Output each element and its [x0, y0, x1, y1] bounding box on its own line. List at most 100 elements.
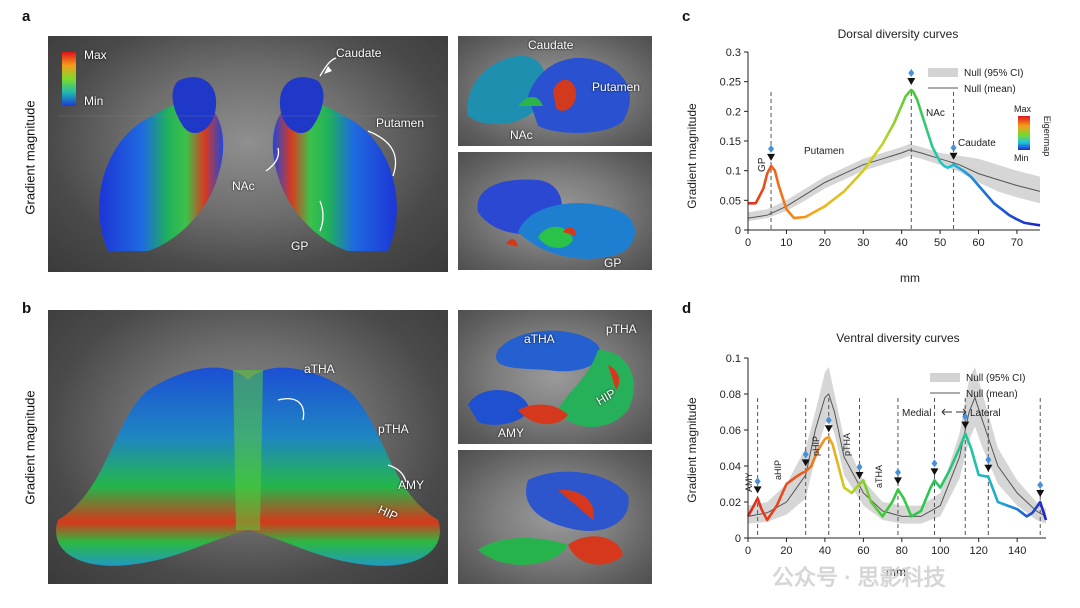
chart-c-annot-nac: NAc — [926, 108, 945, 119]
chart-d-annot-atha: aTHA — [874, 465, 884, 488]
thalamus-render — [56, 367, 440, 566]
label-ptha: pTHA — [378, 422, 409, 436]
label-top-nac: NAc — [510, 128, 533, 142]
c-ytick-label-0: 0 — [735, 225, 741, 237]
d-xtick-label-1: 20 — [780, 545, 792, 557]
chart-d-legend-mean: Null (mean) — [966, 389, 1018, 400]
chart-c-annot-putamen: Putamen — [804, 146, 844, 157]
label-bottom-gp: GP — [604, 256, 622, 270]
chart-d-title: Ventral diversity curves — [836, 331, 959, 345]
c-xtick-label-7: 70 — [1011, 237, 1023, 249]
chart-d-annot-ptha: pTHA — [842, 433, 852, 456]
c-peak-marker-0 — [767, 153, 776, 161]
chart-c: Dorsal diversity curves 0 10 20 30 40 50 60 70 0… — [685, 27, 1052, 285]
d-peak-marker-6 — [961, 421, 970, 429]
d-ytick-label-1: 0.02 — [720, 497, 741, 509]
c-ytick-label-6: 0.3 — [726, 47, 741, 59]
c-ytick-label-5: 0.25 — [720, 77, 741, 89]
c-ytick-label-4: 0.2 — [726, 106, 741, 118]
colorbar-a-min: Min — [84, 94, 104, 108]
d-peak-marker-7 — [984, 464, 993, 472]
c-eigenmap-line — [748, 88, 1041, 227]
striatum-render — [58, 57, 438, 251]
panel-b-top-render: aTHA pTHA AMY HIP — [458, 310, 652, 444]
c-null-ci-band — [748, 144, 1040, 222]
c-peak-diamond-1 — [908, 68, 915, 77]
panel-a-top-render: Caudate Putamen NAc — [458, 36, 652, 146]
d-ytick-label-5: 0.1 — [726, 353, 741, 365]
c-ytick-label-3: 0.15 — [720, 136, 741, 148]
d-peak-marker-3 — [855, 472, 864, 479]
label-top-atha: aTHA — [524, 332, 555, 346]
c-ytick-label-1: 0.05 — [720, 195, 741, 207]
chart-c-legend-ci: Null (95% CI) — [964, 68, 1023, 79]
c-xtick-label-4: 40 — [896, 237, 908, 249]
d-peak-diamond-1 — [802, 450, 809, 459]
chart-c-annot-caudate: Caudate — [958, 138, 996, 149]
d-eigenmap-line — [746, 432, 1048, 522]
label-nac: NAc — [232, 179, 255, 193]
label-top-amy: AMY — [498, 426, 525, 440]
chart-d-medial-lateral-arrows — [941, 408, 967, 416]
d-null-mean-line — [747, 393, 1047, 517]
c-ytick-label-2: 0.1 — [726, 166, 741, 178]
panel-a-bottom-render: GP — [458, 152, 652, 270]
chart-d-legend-ci: Null (95% CI) — [966, 373, 1025, 384]
panel-letter-d: d — [682, 300, 692, 317]
chart-c-legend: Null (95% CI) Null (mean) — [928, 68, 1023, 95]
colorbar-a — [62, 52, 76, 106]
panel-a-main-render: Max Min Caudate Putamen NAc GP — [48, 36, 448, 272]
chart-d-annot-phip: pHIP — [811, 436, 821, 456]
panel-b-main-render: aTHA pTHA AMY HIP — [48, 310, 448, 584]
chart-c-annot-gp: GP — [757, 157, 768, 172]
label-caudate: Caudate — [336, 46, 382, 60]
chart-c-colorbar-max: Max — [1014, 104, 1032, 114]
label-putamen: Putamen — [376, 116, 425, 130]
label-top-putamen: Putamen — [592, 80, 641, 94]
c-peak-diamond-0 — [768, 144, 775, 153]
d-ytick-label-4: 0.08 — [720, 389, 741, 401]
d-xtick-label-5: 100 — [931, 545, 949, 557]
chart-d-legend: Null (95% CI) Null (mean) — [930, 373, 1025, 400]
d-xtick-label-0: 0 — [745, 545, 751, 557]
chart-d-xlabel: mm — [886, 565, 906, 579]
chart-d: Ventral diversity curves 0 20 40 60 80 100 120… — [685, 331, 1048, 579]
label-atha: aTHA — [304, 362, 335, 376]
chart-c-xlabel: mm — [900, 271, 920, 285]
d-xtick-label-6: 120 — [970, 545, 988, 557]
d-peak-diamond-8 — [1037, 481, 1044, 489]
d-peak-marker-4 — [893, 477, 902, 485]
c-xtick-label-2: 20 — [819, 237, 831, 249]
c-null-mean-line — [747, 149, 1041, 219]
c-xtick-label-1: 10 — [780, 237, 792, 249]
d-ytick-label-0: 0 — [735, 533, 741, 545]
d-peak-diamond-4 — [894, 468, 901, 477]
watermark: 公众号 · 思影科技 — [772, 565, 946, 590]
d-xtick-label-7: 140 — [1008, 545, 1026, 557]
d-ytick-label-2: 0.04 — [720, 461, 741, 473]
chart-c-title: Dorsal diversity curves — [838, 27, 959, 41]
colorbar-a-max: Max — [84, 48, 107, 62]
c-xtick-label-6: 60 — [972, 237, 984, 249]
chart-d-annot-medial: Medial — [902, 408, 931, 419]
chart-c-colorbar-min: Min — [1014, 153, 1029, 163]
chart-c-ylabel: Gradient magnitude — [685, 103, 699, 209]
d-peak-diamond-0 — [754, 477, 761, 486]
panel-b-ylabel: Gradient magnitude — [22, 390, 38, 505]
d-ytick-label-3: 0.06 — [720, 425, 741, 437]
label-top-ptha: pTHA — [606, 322, 637, 336]
chart-c-legend-mean: Null (mean) — [964, 84, 1016, 95]
label-gp: GP — [291, 239, 309, 253]
d-peak-marker-0 — [753, 486, 762, 494]
chart-d-annot-amy: AMY — [744, 472, 754, 492]
d-xtick-label-4: 80 — [896, 545, 908, 557]
d-peak-marker-5 — [930, 468, 939, 476]
chart-d-legend-ci-swatch — [930, 373, 960, 382]
panel-letter-b: b — [22, 300, 32, 317]
d-peak-marker-2 — [824, 425, 833, 433]
chart-c-colorbar — [1018, 116, 1030, 150]
d-peak-marker-8 — [1036, 490, 1045, 497]
panel-letter-a: a — [22, 8, 31, 25]
panel-a-ylabel: Gradient magnitude — [22, 100, 38, 215]
d-peak-marker-1 — [801, 459, 810, 467]
